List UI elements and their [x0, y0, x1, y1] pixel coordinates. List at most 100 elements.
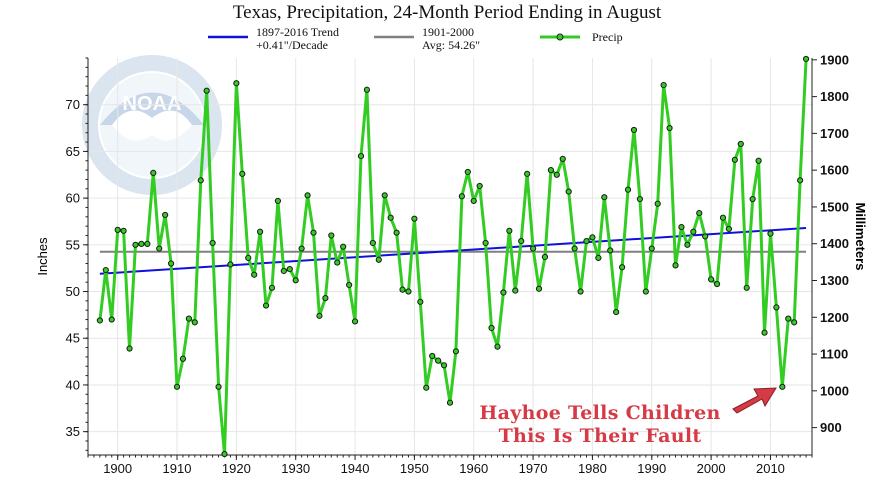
legend-avg-label: 1901-2000: [422, 25, 474, 39]
precip-point: [393, 229, 400, 236]
precip-point: [708, 276, 715, 283]
y-tick-label: 70: [66, 97, 80, 112]
precip-point: [654, 200, 661, 207]
y-axis-title: Inches: [35, 237, 50, 276]
precip-point: [298, 245, 305, 252]
precip-point: [150, 169, 157, 176]
precip-point: [779, 383, 786, 390]
precip-point: [797, 177, 804, 184]
precip-point: [791, 319, 798, 326]
y2-tick-label: 1000: [820, 383, 849, 398]
noaa-logo-text: NOAA: [123, 93, 182, 115]
precip-point: [589, 234, 596, 241]
precip-point: [440, 362, 448, 369]
precip-point: [132, 241, 139, 248]
precip-point: [458, 193, 465, 200]
x-tick-label: 1920: [222, 461, 251, 476]
precip-point: [221, 450, 228, 458]
precip-point: [357, 152, 365, 160]
y2-tick-label: 1500: [820, 199, 849, 214]
y-tick-label: 50: [66, 284, 80, 299]
precip-point: [755, 157, 762, 164]
y2-tick-label: 1800: [820, 89, 849, 104]
precip-point: [595, 254, 602, 262]
precip-point: [725, 225, 733, 233]
precip-point: [268, 284, 276, 291]
precip-point: [464, 168, 471, 176]
precip-point: [399, 286, 406, 293]
y2-tick-label: 1300: [820, 273, 849, 288]
precip-point: [524, 170, 531, 177]
precip-point: [601, 194, 608, 201]
precip-point: [737, 140, 744, 148]
precip-point: [529, 245, 537, 252]
noaa-watermark-logo: NOAA: [82, 55, 222, 195]
precip-point: [660, 81, 667, 89]
precip-point: [559, 155, 566, 162]
precip-point: [369, 239, 376, 247]
precip-point: [583, 237, 590, 245]
precip-point: [696, 209, 703, 217]
x-tick-label: 1990: [637, 461, 666, 476]
x-tick-label: 1970: [519, 461, 548, 476]
precip-point: [702, 233, 709, 240]
x-tick-label: 1950: [400, 461, 429, 476]
precip-point: [423, 384, 430, 391]
precip-point: [292, 277, 299, 284]
precip-point: [429, 352, 436, 360]
precip-point: [494, 343, 501, 350]
y2-tick-label: 1200: [820, 310, 849, 325]
precip-point: [577, 288, 584, 295]
axes: 1900 1910 1920 1930 1940 1950 1960 1970 1980 1990…: [35, 52, 868, 476]
precip-point: [541, 253, 549, 261]
precip-point: [767, 230, 774, 237]
precip-point: [286, 266, 293, 273]
precip-point: [233, 80, 240, 87]
precip-point: [191, 319, 198, 326]
x-tick-label: 2010: [756, 461, 785, 476]
x-tick-label: 2000: [697, 461, 726, 476]
legend-precip-marker: [556, 33, 564, 41]
precip-point: [470, 197, 477, 205]
precip-point: [690, 228, 697, 235]
precip-point: [274, 197, 282, 205]
precip-point: [446, 399, 454, 406]
y-tick-label: 55: [66, 237, 80, 252]
precip-point: [482, 239, 489, 247]
precip-line: [98, 58, 808, 456]
precip-point: [102, 266, 109, 274]
y2-tick-label: 1700: [820, 126, 849, 141]
precip-point: [328, 232, 335, 239]
precip-point: [256, 228, 264, 235]
precip-point: [340, 243, 347, 250]
precip-point: [411, 215, 418, 222]
series-layer: [96, 55, 810, 458]
precip-point: [179, 355, 187, 362]
precip-point: [571, 245, 578, 252]
legend-average: 1901-2000 Avg: 54.26": [422, 26, 480, 52]
precip-point: [452, 348, 460, 355]
precip-point: [334, 259, 341, 266]
annotation-line2: This Is Their Fault: [498, 425, 702, 447]
precip-point: [761, 329, 768, 336]
precip-point: [731, 156, 738, 163]
precip-point: [500, 289, 507, 296]
precip-point: [215, 383, 222, 390]
precip-point: [167, 260, 175, 267]
precip-point: [262, 302, 270, 309]
precip-point: [144, 240, 151, 247]
y-tick-label: 45: [66, 331, 80, 346]
precip-point: [108, 316, 115, 323]
precip-point: [381, 192, 388, 199]
precip-point: [322, 294, 329, 302]
precip-point: [156, 245, 163, 252]
y2-axis-title: Millimeters: [853, 203, 868, 271]
precip-point: [114, 226, 121, 233]
precip-point: [197, 177, 204, 184]
precip-point: [535, 285, 543, 292]
annotation-text: Hayhoe Tells Children This Is Their Faul…: [430, 402, 770, 448]
precip-point: [613, 308, 620, 316]
legend-trend: 1897-2016 Trend +0.41"/Decade: [256, 26, 339, 52]
precip-point: [126, 345, 133, 352]
